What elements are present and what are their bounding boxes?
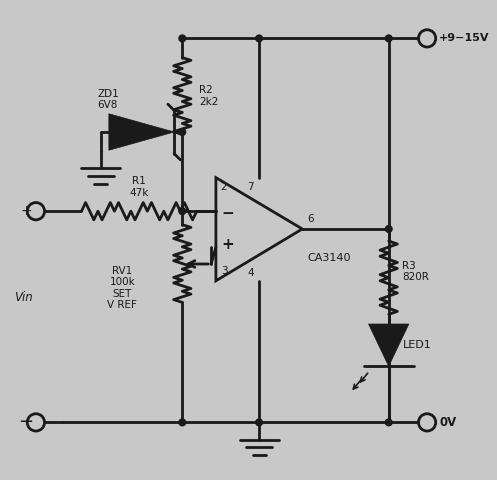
Circle shape bbox=[179, 35, 186, 42]
Text: −: − bbox=[18, 413, 33, 432]
Text: +: + bbox=[20, 204, 32, 218]
Text: LED1: LED1 bbox=[403, 340, 432, 350]
Polygon shape bbox=[109, 114, 174, 150]
Text: 7: 7 bbox=[247, 182, 254, 192]
Circle shape bbox=[256, 35, 262, 42]
Text: +9−15V: +9−15V bbox=[439, 34, 490, 43]
Text: 2: 2 bbox=[221, 182, 227, 192]
Circle shape bbox=[179, 129, 186, 135]
Text: 0V: 0V bbox=[439, 416, 456, 429]
Text: +: + bbox=[222, 237, 234, 252]
Circle shape bbox=[179, 208, 186, 215]
Circle shape bbox=[256, 419, 262, 426]
Circle shape bbox=[385, 419, 392, 426]
Circle shape bbox=[385, 226, 392, 232]
Text: 6: 6 bbox=[307, 215, 314, 224]
Text: R3
820R: R3 820R bbox=[402, 261, 429, 282]
Text: CA3140: CA3140 bbox=[307, 253, 350, 263]
Polygon shape bbox=[369, 324, 409, 366]
Circle shape bbox=[179, 419, 186, 426]
Text: 4: 4 bbox=[247, 268, 254, 278]
Text: R2
2k2: R2 2k2 bbox=[199, 85, 219, 107]
Circle shape bbox=[385, 35, 392, 42]
Text: 3: 3 bbox=[221, 266, 227, 276]
Text: −: − bbox=[222, 206, 234, 221]
Text: R1
47k: R1 47k bbox=[129, 177, 149, 198]
Text: ZD1
6V8: ZD1 6V8 bbox=[97, 88, 119, 110]
Text: Vin: Vin bbox=[14, 291, 33, 304]
Text: RV1
100k
SET
V REF: RV1 100k SET V REF bbox=[107, 265, 137, 311]
